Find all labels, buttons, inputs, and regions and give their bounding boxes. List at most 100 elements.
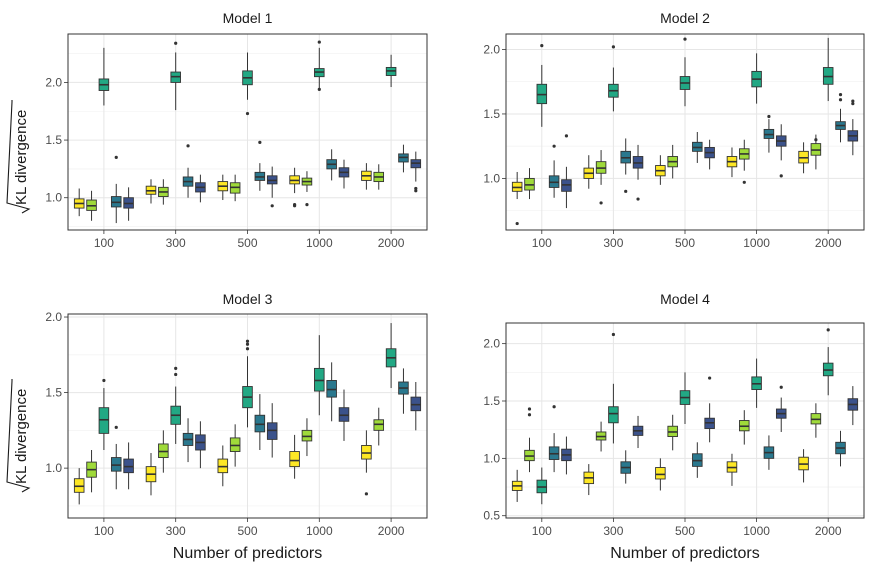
box-100-series-5 bbox=[561, 436, 572, 475]
box-2000-series-4 bbox=[835, 93, 846, 143]
y-tick-label: 1.5 bbox=[45, 133, 62, 147]
x-tick-label: 300 bbox=[603, 236, 623, 250]
outlier-point bbox=[838, 93, 843, 97]
box-2000-series-2 bbox=[810, 134, 822, 170]
box-300-series-4 bbox=[620, 450, 631, 484]
box-300-series-2 bbox=[158, 430, 169, 473]
box-300-series-3 bbox=[608, 332, 619, 444]
y-tick-label: 0.5 bbox=[483, 509, 500, 523]
x-tick-label: 1000 bbox=[306, 524, 333, 538]
panel-border bbox=[505, 322, 865, 519]
outlier-point bbox=[552, 405, 556, 409]
box-body bbox=[608, 406, 619, 424]
panel-2: 1.0 1.5 2.0 100 300 500 1000 2000 Model 2 bbox=[483, 10, 865, 250]
outlier-point bbox=[258, 140, 262, 144]
box-500-series-1 bbox=[217, 174, 229, 201]
box-300-series-1 bbox=[583, 155, 595, 189]
box-300-series-5 bbox=[632, 144, 644, 201]
box-2000-series-2 bbox=[373, 407, 385, 446]
panel-title: Model 4 bbox=[660, 291, 710, 307]
box-100-series-4 bbox=[548, 405, 560, 473]
y-tick-label: 2.0 bbox=[483, 337, 500, 351]
panel-border bbox=[67, 313, 428, 519]
box-100-series-3 bbox=[536, 467, 548, 505]
x-tick-label: 100 bbox=[532, 524, 552, 538]
outlier-point bbox=[683, 37, 687, 41]
box-1000-series-3 bbox=[751, 53, 762, 104]
x-tick-label: 1000 bbox=[306, 236, 333, 250]
x-axis-label: Number of predictors bbox=[610, 545, 759, 562]
box-1000-series-2 bbox=[301, 171, 313, 207]
outlier-point bbox=[527, 413, 532, 417]
x-tick-label: 1000 bbox=[743, 524, 770, 538]
box-300-series-1 bbox=[583, 464, 595, 496]
box-500-series-3 bbox=[679, 37, 691, 107]
box-100-series-5 bbox=[561, 134, 572, 209]
outlier-point bbox=[636, 197, 640, 201]
sqrt-symbol-top bbox=[6, 100, 31, 214]
y-tick-label: 1.5 bbox=[483, 107, 500, 121]
panel-title: Model 3 bbox=[223, 291, 273, 307]
box-body bbox=[655, 467, 666, 480]
outlier-point bbox=[767, 114, 771, 119]
box-300-series-2 bbox=[595, 150, 607, 205]
y-tick-label: 1.5 bbox=[483, 394, 500, 408]
box-100-series-2 bbox=[524, 168, 535, 200]
y-tick-label: 2.0 bbox=[45, 75, 62, 89]
y-axis-label-bottom: KL divergence bbox=[13, 389, 30, 484]
x-tick-label: 500 bbox=[675, 524, 695, 538]
x-tick-label: 100 bbox=[94, 524, 114, 538]
box-100-series-4 bbox=[110, 425, 122, 490]
box-300-series-5 bbox=[632, 415, 644, 449]
outlier-point bbox=[364, 492, 369, 496]
box-2000-series-4 bbox=[398, 368, 409, 414]
box-500-series-3 bbox=[679, 372, 691, 424]
box-1000-series-5 bbox=[775, 124, 787, 178]
box-2000-series-1 bbox=[798, 142, 809, 174]
outlier-point bbox=[174, 366, 178, 370]
box-300-series-3 bbox=[608, 45, 619, 112]
box-500-series-2 bbox=[667, 144, 678, 179]
box-2000-series-4 bbox=[398, 144, 409, 173]
x-tick-label: 300 bbox=[603, 524, 623, 538]
x-tick-label: 500 bbox=[237, 524, 257, 538]
box-1000-series-4 bbox=[326, 149, 337, 181]
y-tick-label: 1.0 bbox=[483, 451, 500, 465]
y-axis-label-top: KL divergence bbox=[13, 110, 30, 205]
box-100-series-5 bbox=[123, 442, 134, 490]
y-tick-label: 1.0 bbox=[483, 171, 500, 185]
outlier-point bbox=[851, 99, 855, 103]
box-100-series-1 bbox=[73, 188, 85, 217]
box-500-series-1 bbox=[655, 458, 666, 491]
box-500-series-2 bbox=[229, 174, 241, 202]
x-tick-label: 500 bbox=[237, 236, 257, 250]
y-tick-label: 1.0 bbox=[45, 191, 62, 205]
x-tick-label: 300 bbox=[166, 524, 186, 538]
outlier-point bbox=[305, 203, 309, 207]
box-1000-series-4 bbox=[763, 435, 775, 470]
box-1000-series-1 bbox=[289, 167, 300, 208]
box-500-series-5 bbox=[704, 139, 715, 170]
box-2000-series-1 bbox=[361, 163, 372, 190]
y-tick-label: 2.0 bbox=[483, 42, 500, 56]
outlier-point bbox=[540, 44, 544, 48]
outlier-point bbox=[515, 221, 519, 226]
box-1000-series-1 bbox=[726, 453, 738, 486]
box-2000-series-5 bbox=[847, 99, 859, 156]
box-1000-series-4 bbox=[326, 362, 337, 422]
box-100-series-2 bbox=[86, 190, 97, 221]
box-300-series-5 bbox=[195, 421, 206, 469]
panel-3: 1.0 1.5 2.0 100 300 500 1000 2000 Model 3 Number … bbox=[45, 291, 428, 562]
x-tick-label: 100 bbox=[532, 236, 552, 250]
box-100-series-2 bbox=[86, 450, 97, 493]
outlier-point bbox=[293, 203, 297, 207]
outlier-point bbox=[814, 138, 818, 142]
box-2000-series-2 bbox=[810, 403, 822, 438]
box-500-series-3 bbox=[242, 52, 253, 116]
box-500-series-3 bbox=[242, 339, 253, 428]
box-100-series-3 bbox=[98, 47, 110, 106]
outlier-point bbox=[742, 180, 746, 184]
y-tick-label: 2.0 bbox=[45, 310, 62, 324]
x-tick-label: 2000 bbox=[815, 524, 842, 538]
box-500-series-1 bbox=[217, 445, 229, 487]
